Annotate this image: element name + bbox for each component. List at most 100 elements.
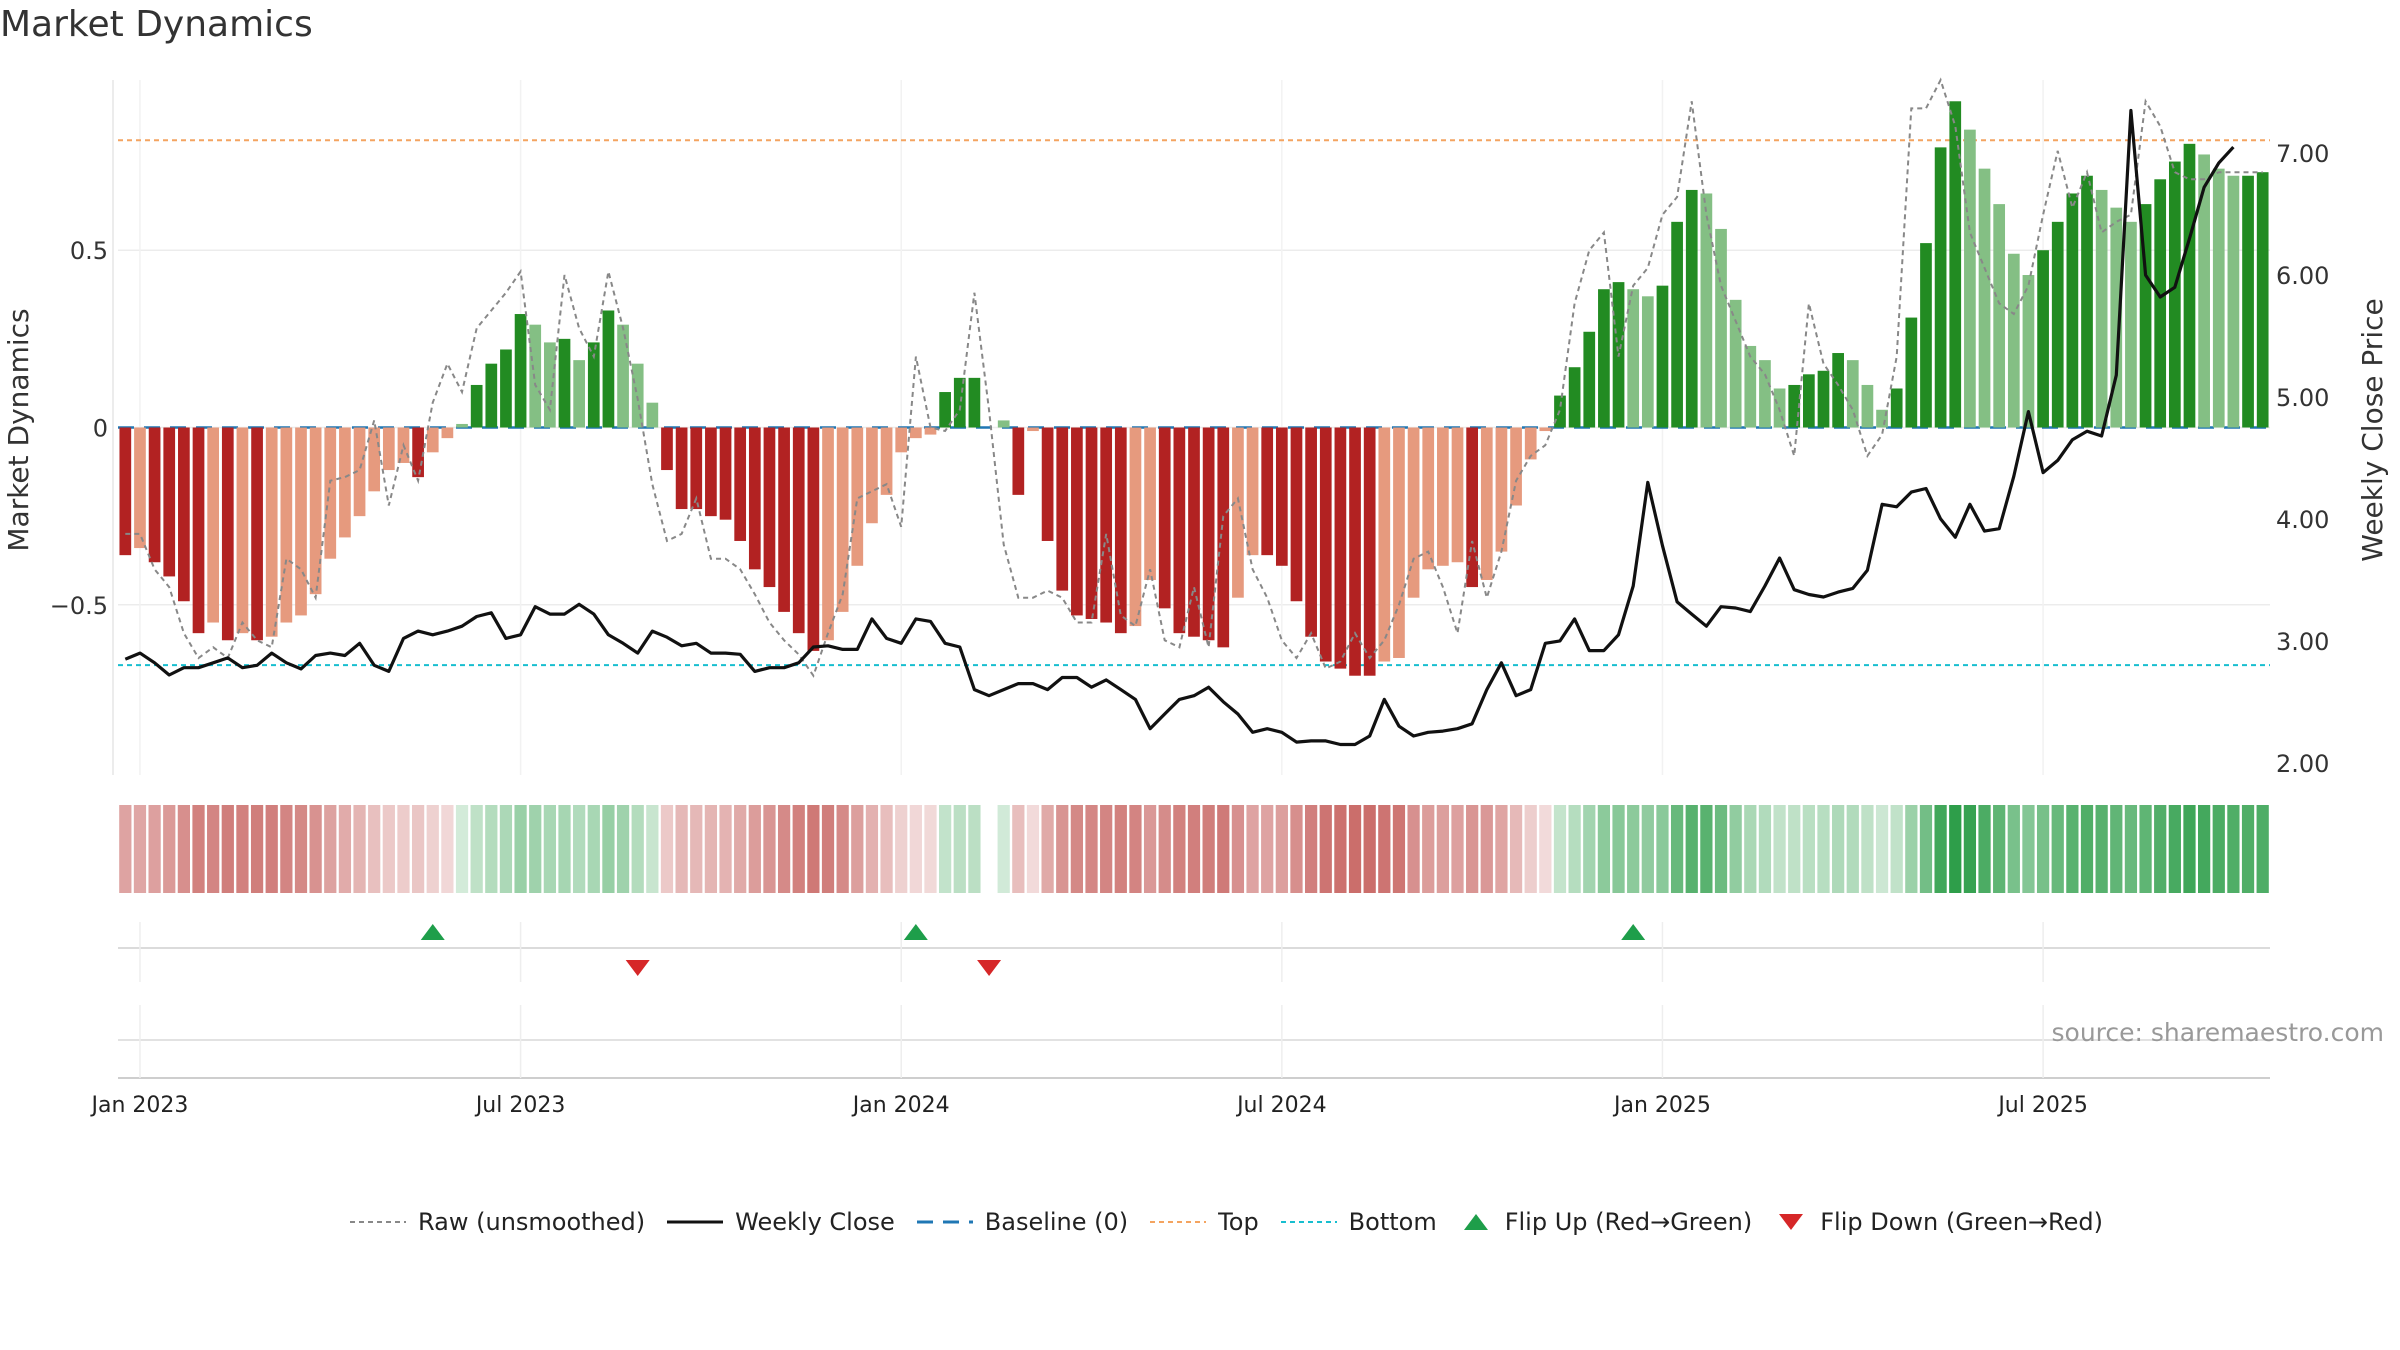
dynamics-bar [1817, 370, 1830, 428]
dynamics-bar [2022, 275, 2035, 428]
dynamics-bar [866, 427, 878, 524]
dynamics-bar [1451, 427, 1464, 563]
heat-strip-cell [851, 805, 864, 893]
dynamics-bar [1759, 360, 1771, 428]
dynamics-bar [1349, 427, 1361, 676]
legend-label-top: Top [1218, 1208, 1259, 1236]
dynamics-bar [1466, 427, 1479, 588]
heat-strip-cell [734, 805, 747, 893]
heat-strip-cell [953, 805, 966, 893]
heat-strip-cell [1802, 805, 1815, 893]
dynamics-bar [1305, 427, 1317, 637]
dynamics-bar [426, 427, 439, 453]
source-credit: source: sharemaestro.com [2051, 1018, 2385, 1047]
heat-strip-cell [368, 805, 381, 893]
heat-strip-cell [1304, 805, 1318, 893]
heat-strip-cell [2066, 805, 2079, 893]
dynamics-bar [968, 377, 981, 428]
heat-strip-cell [997, 805, 1010, 893]
heat-strip-cell [1378, 805, 1391, 893]
legend-item-flip-down[interactable]: Flip Down (Green→Red) [1774, 1208, 2103, 1236]
dynamics-bar [265, 427, 278, 637]
y-axis-label-left: Market Dynamics [2, 308, 35, 551]
heat-strip-cell [2139, 805, 2152, 893]
legend-item-top[interactable]: Top [1150, 1208, 1259, 1236]
dynamics-bar [1510, 427, 1522, 506]
raw-line [125, 77, 2263, 678]
legend-item-raw[interactable]: Raw (unsmoothed) [350, 1208, 645, 1236]
y-axis-label-right: Weekly Close Price [2356, 298, 2389, 561]
heat-strip-cell [719, 805, 732, 893]
heat-strip-cell [1056, 805, 1069, 893]
dynamics-bar [2168, 161, 2181, 428]
heat-strip-cell [177, 805, 190, 893]
y-tick-label-left: −0.5 [50, 592, 108, 620]
heat-strip-cell [1085, 805, 1098, 893]
heat-strip-cell [1495, 805, 1508, 893]
dynamics-bar [2198, 154, 2210, 428]
heat-strip-cell [1744, 805, 1757, 893]
heat-strip-cell [1334, 805, 1347, 893]
heat-strip-cell [441, 805, 454, 893]
dynamics-bar [2037, 250, 2049, 428]
legend-item-bottom[interactable]: Bottom [1280, 1208, 1437, 1236]
dynamics-bar [221, 427, 234, 641]
flip-up-marker [1621, 924, 1646, 940]
heat-strip-cell [880, 805, 893, 893]
heat-strip-cell [1275, 805, 1288, 893]
heat-strip-cell [192, 805, 205, 893]
heat-strip-cell [2241, 805, 2255, 893]
legend-label-flip-down: Flip Down (Green→Red) [1820, 1208, 2103, 1236]
dynamics-bar [1393, 427, 1405, 658]
dynamics-bar [719, 427, 732, 520]
heat-strip-cell [1817, 805, 1830, 893]
dynamics-bar [1056, 427, 1069, 591]
dynamics-bar [2227, 175, 2240, 428]
dynamics-bar [2139, 204, 2152, 428]
dynamics-bar [324, 427, 337, 559]
dynamics-bar [1656, 285, 1669, 428]
dynamics-bar [1568, 367, 1581, 428]
legend-swatch-baseline [916, 1220, 973, 1224]
chart-title: Market Dynamics [0, 4, 313, 45]
heat-strip-cell [909, 805, 922, 893]
heat-strip-cell [1773, 805, 1786, 893]
y-tick-label-right: 7.00 [2276, 140, 2329, 168]
dynamics-bar [1598, 289, 1610, 428]
legend-item-baseline[interactable]: Baseline (0) [916, 1208, 1128, 1236]
legend-swatch-close [667, 1220, 724, 1224]
heat-strip-cell [1568, 805, 1581, 893]
heat-strip-cell [1202, 805, 1215, 893]
heat-strip-cell [1875, 805, 1889, 893]
heat-strip-cell [1861, 805, 1874, 893]
heat-strip-cell [309, 805, 322, 893]
legend-item-close[interactable]: Weekly Close [667, 1208, 895, 1236]
dynamics-bar [1671, 221, 1683, 428]
heat-strip-cell [514, 805, 527, 893]
dynamics-bar [441, 427, 454, 439]
legend-item-flip-up[interactable]: Flip Up (Red→Green) [1459, 1208, 1752, 1236]
dynamics-bar [1861, 384, 1874, 428]
heat-strip-cell [1685, 805, 1698, 893]
dynamics-bar [339, 427, 351, 538]
dynamics-bar [1524, 427, 1537, 460]
flip-down-marker [977, 960, 1002, 976]
dynamics-bar [1876, 409, 1888, 428]
dynamics-bar [909, 427, 922, 439]
heat-strip-cell [2022, 805, 2035, 893]
heat-strip-cell [1012, 805, 1025, 893]
dynamics-bar [1539, 427, 1552, 432]
heat-strip-cell [1656, 805, 1669, 893]
heat-strip-cell [836, 805, 849, 893]
x-axis: Jan 2023 Jul 2023 Jan 2024 Jul 2024 Jan 2025… [90, 1005, 2270, 1118]
dynamics-bar [368, 427, 381, 492]
heat-strip-cell [163, 805, 176, 893]
x-tick-label: Jan 2025 [1612, 1093, 1711, 1118]
dynamics-bar [792, 427, 805, 634]
heat-strip-cell [1963, 805, 1977, 893]
heat-strip-cell [1524, 805, 1537, 893]
y-tick-label-left: 0.5 [70, 237, 108, 265]
heat-strip-cell [2256, 805, 2269, 893]
dynamics-bar [1232, 427, 1244, 598]
heat-strip-cell [792, 805, 805, 893]
